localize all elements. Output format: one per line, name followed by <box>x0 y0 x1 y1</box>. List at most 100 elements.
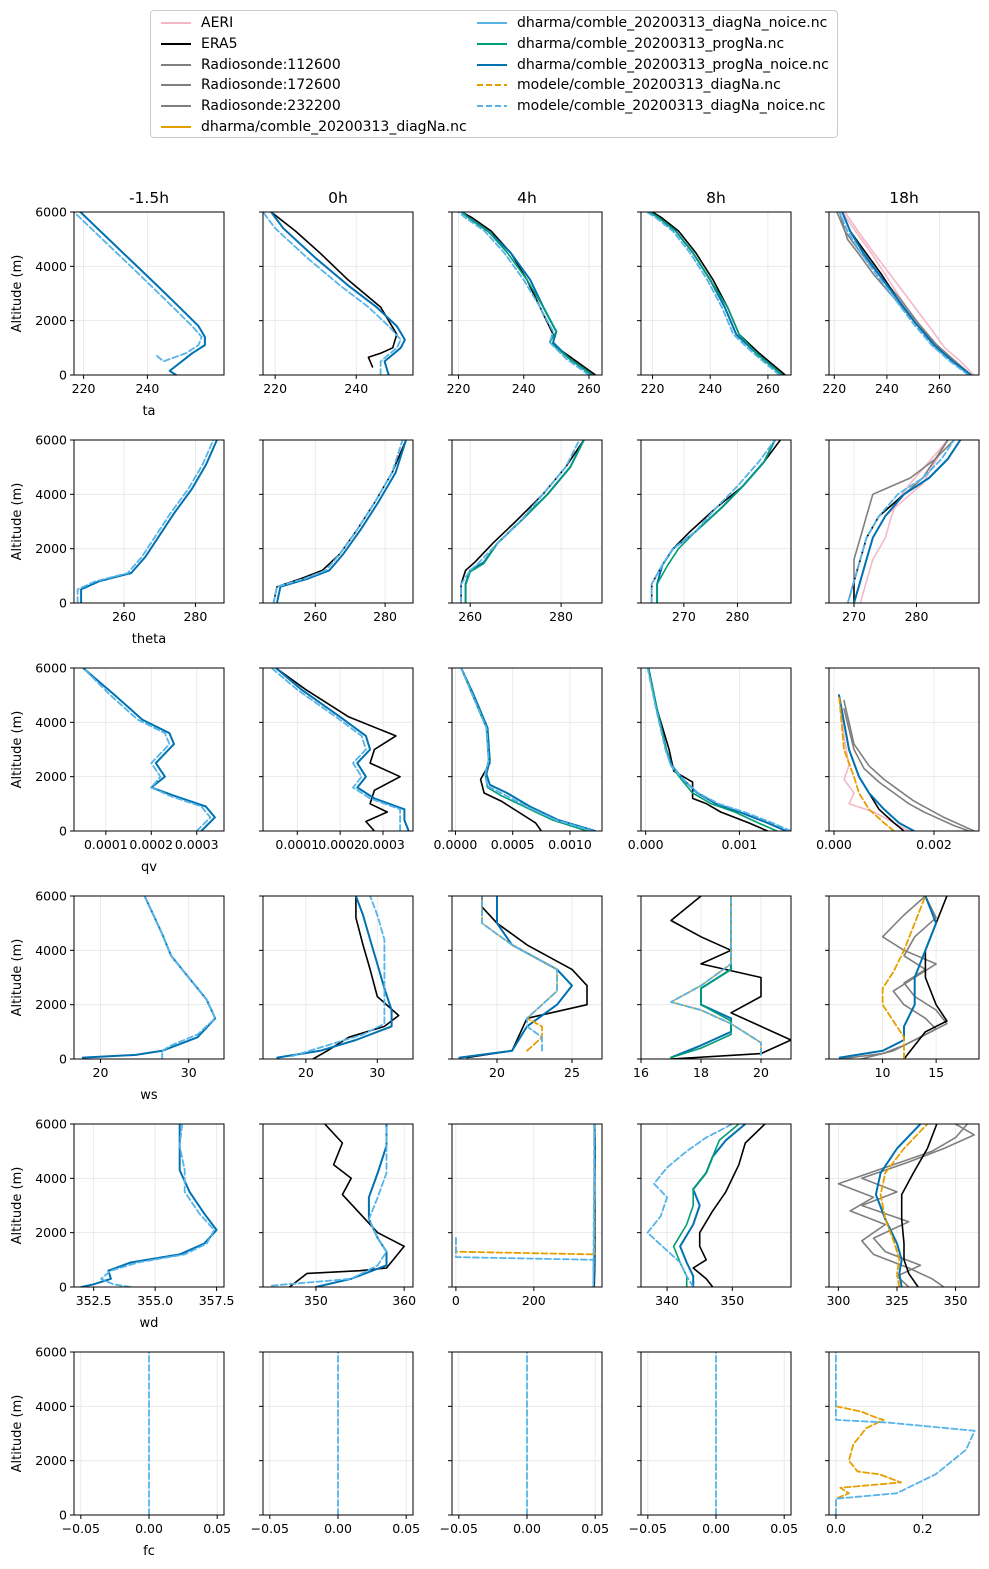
panel-frame <box>828 667 980 832</box>
series-group <box>460 668 597 831</box>
panel-wd-3: 340 350 <box>637 1123 792 1308</box>
series-line <box>100 1124 216 1287</box>
series-line <box>846 440 949 603</box>
y-axis-label: Altitude (m) <box>10 711 25 789</box>
legend-swatch <box>477 42 507 45</box>
x-tick-label: 350 <box>720 1293 744 1308</box>
legend-swatch <box>161 105 191 108</box>
y-axis-label: Altitude (m) <box>10 255 25 333</box>
series-group <box>650 440 782 603</box>
x-tick-label: −0.05 <box>629 1521 667 1536</box>
x-tick-label: 260 <box>577 381 601 396</box>
y-tick-label: 6000 <box>35 1345 67 1360</box>
panel-fc-2: −0.05 0.00 0.05 <box>440 1351 609 1536</box>
series-line <box>275 668 401 831</box>
series-line <box>874 1124 922 1287</box>
series-line <box>454 1124 596 1256</box>
legend-swatch <box>477 22 507 24</box>
legend-entry: dharma/comble_20200313_diagNa.nc <box>159 117 467 137</box>
series-line <box>82 668 212 831</box>
legend-entry: modele/comble_20200313_diagNa.nc <box>475 75 781 95</box>
x-tick-label: 16 <box>633 1065 649 1080</box>
legend-swatch <box>161 84 191 87</box>
x-tick-label: 0.0000 <box>434 837 478 852</box>
series-line <box>647 668 769 831</box>
series-group <box>80 1124 218 1287</box>
x-tick-label: 260 <box>928 381 952 396</box>
x-tick-label: −0.05 <box>62 1521 100 1536</box>
series-group <box>460 440 585 603</box>
series-line <box>881 896 927 1059</box>
series-line <box>843 707 970 831</box>
series-line <box>846 440 955 603</box>
y-tick-label: 6000 <box>35 205 67 220</box>
x-tick-label: 270 <box>672 609 696 624</box>
x-tick-label: 350 <box>304 1293 328 1308</box>
y-tick-label: 0 <box>59 1508 67 1523</box>
legend-label: dharma/comble_20200313_diagNa.nc <box>201 119 467 135</box>
series-group <box>457 212 597 375</box>
x-tick-label: 0.0003 <box>175 837 219 852</box>
series-line <box>81 896 217 1059</box>
x-tick-label: 20 <box>298 1065 314 1080</box>
x-tick-label: 220 <box>447 381 471 396</box>
x-tick-label: 0.05 <box>581 1521 609 1536</box>
panel-frame <box>262 439 414 604</box>
x-tick-label: 280 <box>905 609 929 624</box>
y-tick-label: 2000 <box>35 541 67 556</box>
x-tick-label: 0.00 <box>135 1521 163 1536</box>
panel-wd-1: 350 360 <box>259 1123 416 1308</box>
series-group <box>838 896 948 1059</box>
series-line <box>457 212 590 375</box>
series-line <box>74 212 203 363</box>
x-tick-label: 20 <box>753 1065 769 1080</box>
series-line <box>270 212 398 368</box>
legend-swatch <box>477 84 507 87</box>
panel-ta-0: 220 240 0 2000 4000 6000 ta Altitude (m) -1.5h <box>10 189 225 419</box>
x-tick-label: 0.0 <box>826 1521 846 1536</box>
panel-frame <box>73 667 225 832</box>
legend-entry: dharma/comble_20200313_diagNa_noice.nc <box>475 13 827 33</box>
x-tick-label: 0.002 <box>916 837 952 852</box>
series-line <box>458 896 573 1059</box>
x-tick-label: 0 <box>452 1293 460 1308</box>
series-line <box>460 668 594 831</box>
legend-swatch <box>161 63 191 66</box>
legend-label: modele/comble_20200313_diagNa_noice.nc <box>517 98 826 115</box>
legend-label: dharma/comble_20200313_diagNa_noice.nc <box>517 15 828 31</box>
x-tick-label: 30 <box>181 1065 197 1080</box>
legend-label: dharma/comble_20200313_progNa_noice.nc <box>517 56 829 73</box>
column-title: 8h <box>706 189 726 207</box>
series-line <box>276 896 393 1059</box>
series-group <box>270 668 410 831</box>
series-group <box>263 212 406 375</box>
x-tick-label: 280 <box>725 609 749 624</box>
series-line <box>853 440 962 603</box>
x-tick-label: 260 <box>458 609 482 624</box>
series-group <box>276 896 400 1059</box>
series-line <box>879 1124 929 1287</box>
series-group <box>646 1124 766 1287</box>
series-line <box>670 896 791 1059</box>
x-tick-label: 280 <box>549 609 573 624</box>
x-tick-label: 18 <box>693 1065 709 1080</box>
series-group <box>670 896 791 1059</box>
series-line <box>838 212 970 375</box>
series-line <box>312 896 400 1059</box>
x-tick-label: 200 <box>522 1293 546 1308</box>
x-tick-label: 260 <box>303 609 327 624</box>
x-tick-label: 0.00 <box>513 1521 541 1536</box>
panel-fc-1: −0.05 0.00 0.05 <box>251 1351 420 1536</box>
legend-entry: dharma/comble_20200313_progNa.nc <box>475 34 784 54</box>
x-tick-label: 0.2 <box>913 1521 933 1536</box>
series-line <box>80 440 218 603</box>
series-line <box>838 694 895 831</box>
y-tick-label: 0 <box>59 596 67 611</box>
series-line <box>679 1124 747 1287</box>
panel-fc-4: 0.0 0.2 <box>825 1351 980 1536</box>
panel-frame <box>451 667 603 832</box>
panel-frame <box>451 439 603 604</box>
legend-swatch <box>477 105 507 108</box>
legend-entry: Radiosonde:232200 <box>159 96 341 116</box>
